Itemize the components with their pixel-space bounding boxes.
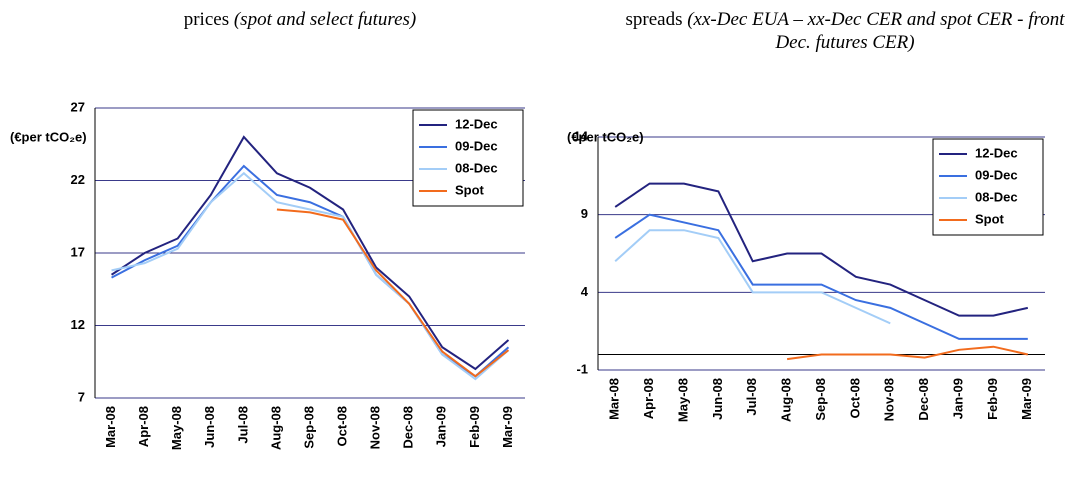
chart-subtitle: (xx-Dec EUA – xx-Dec CER and spot CER - … xyxy=(687,9,1065,53)
x-tick-label: Apr-08 xyxy=(641,378,656,419)
series-line xyxy=(111,171,510,381)
series-line xyxy=(786,345,1029,361)
x-tick-label: Oct-08 xyxy=(847,378,862,418)
legend-label: Spot xyxy=(455,182,485,197)
x-tick-label: Feb-09 xyxy=(467,406,482,448)
legend-label: 08-Dec xyxy=(975,189,1018,204)
x-tick-label: May-08 xyxy=(169,406,184,450)
series-line xyxy=(614,213,1028,340)
series-line xyxy=(614,229,891,325)
y-tick-label: 7 xyxy=(78,389,85,404)
series-line xyxy=(110,135,510,371)
x-tick-label: Oct-08 xyxy=(335,406,350,446)
x-tick-label: Sep-08 xyxy=(813,378,828,421)
legend-label: 12-Dec xyxy=(455,116,498,131)
y-tick-label: 27 xyxy=(71,99,85,114)
x-tick-label: Feb-09 xyxy=(985,378,1000,420)
legend-label: 08-Dec xyxy=(455,160,498,175)
series-line xyxy=(276,208,510,378)
y-tick-label: 14 xyxy=(574,128,589,143)
y-tick-label: 17 xyxy=(71,244,85,259)
x-tick-label: Jan-09 xyxy=(950,378,965,419)
x-tick-label: Mar-09 xyxy=(1019,378,1034,420)
chart-title: prices xyxy=(183,9,230,30)
title-block: spreads (xx-Dec EUA – xx-Dec CER and spo… xyxy=(625,8,1065,54)
x-tick-label: Jul-08 xyxy=(235,406,250,444)
y-tick-label: -1 xyxy=(576,361,588,376)
x-tick-label: May-08 xyxy=(675,378,690,422)
x-tick-label: Mar-08 xyxy=(103,406,118,448)
title-block: prices (spot and select futures) xyxy=(60,8,540,31)
x-tick-label: Aug-08 xyxy=(779,378,794,422)
y-tick-label: 4 xyxy=(581,284,589,299)
y-tick-label: 12 xyxy=(71,317,85,332)
legend-label: 09-Dec xyxy=(455,138,498,153)
legend-label: 09-Dec xyxy=(975,167,1018,182)
x-tick-label: Nov-08 xyxy=(882,378,897,421)
x-tick-label: Mar-09 xyxy=(500,406,515,448)
series-line xyxy=(614,182,1029,317)
x-tick-label: Jan-09 xyxy=(434,406,449,447)
x-tick-label: Jun-08 xyxy=(202,406,217,448)
x-tick-label: Sep-08 xyxy=(301,406,316,449)
x-tick-label: Nov-08 xyxy=(368,406,383,449)
legend-label: 12-Dec xyxy=(975,145,1018,160)
x-tick-label: Jul-08 xyxy=(744,378,759,416)
x-tick-label: Dec-08 xyxy=(916,378,931,421)
x-tick-label: Apr-08 xyxy=(136,406,151,447)
y-axis-label: (€per tCO₂e) xyxy=(567,129,644,144)
y-axis-label: (€per tCO₂e) xyxy=(10,129,87,144)
y-tick-label: 22 xyxy=(71,172,85,187)
chart-subtitle: (spot and select futures) xyxy=(233,9,417,30)
x-tick-label: Aug-08 xyxy=(268,406,283,450)
x-tick-label: Mar-08 xyxy=(607,378,622,420)
legend-label: Spot xyxy=(975,211,1005,226)
chart-title: spreads xyxy=(625,9,683,30)
x-tick-label: Dec-08 xyxy=(401,406,416,449)
x-tick-label: Jun-08 xyxy=(710,378,725,420)
y-tick-label: 9 xyxy=(581,206,588,221)
